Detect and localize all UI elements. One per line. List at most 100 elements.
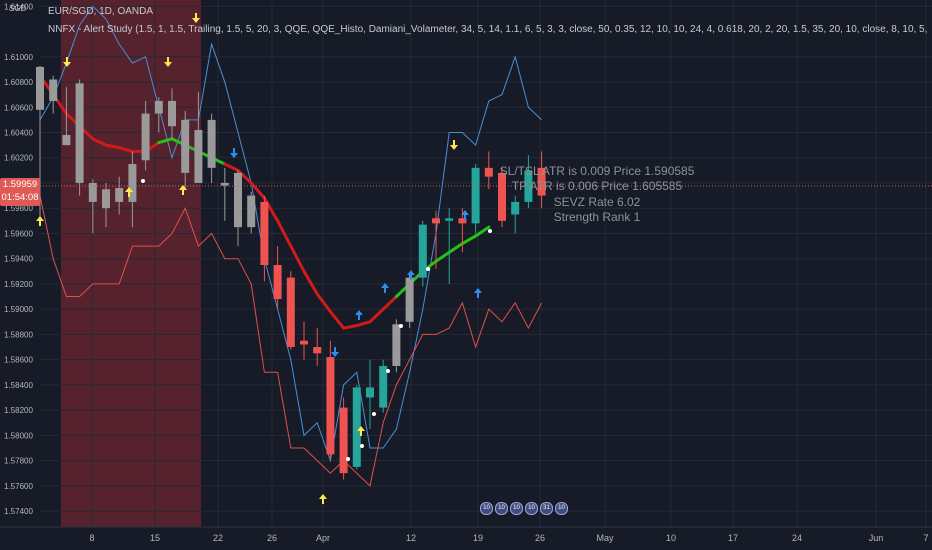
candle-body (300, 340, 308, 345)
event-marker[interactable]: 10 (525, 502, 538, 515)
baseline-segment (223, 162, 240, 172)
x-tick-label: 12 (406, 533, 416, 543)
event-marker[interactable]: 10 (495, 502, 508, 515)
y-tick-label: 1.58200 (4, 406, 33, 415)
candle-body (392, 324, 401, 366)
upper-band-line (39, 5, 542, 463)
arrow-down-marker (192, 13, 200, 23)
candle-body (36, 66, 44, 110)
y-tick-label: 1.59800 (4, 204, 33, 213)
y-tick-label: 1.58800 (4, 330, 33, 339)
candle-body (418, 224, 427, 278)
candle-body (498, 172, 506, 221)
signal-dot (399, 324, 403, 328)
signal-dot (386, 369, 390, 373)
y-tick-label: 1.58600 (4, 356, 33, 365)
x-tick-label: Apr (316, 533, 330, 543)
highlight-region (61, 0, 201, 527)
candle-body (168, 100, 176, 127)
baseline-segment (91, 137, 108, 147)
y-tick-label: 1.59600 (4, 229, 33, 238)
arrow-down-marker (63, 57, 71, 67)
x-tick-label: Jun (869, 533, 884, 543)
info-sl-line: SL/TSL ATR is 0.009 Price 1.590585 (499, 164, 695, 178)
x-tick-label: 10 (666, 533, 676, 543)
baseline-segment (368, 307, 385, 324)
y-tick-label: 1.57400 (4, 507, 33, 516)
arrow-up-marker (36, 216, 44, 226)
arrow-down-marker (230, 148, 238, 158)
candle-body (458, 218, 467, 224)
study-title[interactable]: NNFX - Alert Study (1.5, 1, 1.5, Trailin… (48, 24, 928, 35)
arrow-down-marker (331, 347, 339, 357)
candle-body (366, 387, 374, 398)
candle-body (484, 167, 493, 177)
arrow-up-marker (179, 185, 187, 195)
candle-body (445, 218, 454, 221)
signal-dot (426, 267, 430, 271)
candle-body (128, 164, 137, 202)
baseline-segment (157, 137, 174, 145)
candle-body (181, 119, 190, 173)
signal-dot (346, 457, 350, 461)
baseline-segment (328, 310, 346, 330)
signal-dot (141, 179, 145, 183)
signal-dot (360, 444, 364, 448)
y-tick-label: 1.61400 (4, 2, 33, 11)
event-marker[interactable]: 10 (480, 502, 493, 515)
y-tick-label: 1.58400 (4, 381, 33, 390)
baseline-segment (434, 250, 451, 263)
symbol-title: EUR/SGD, 1D, OANDA (48, 6, 154, 17)
arrow-up-marker (381, 283, 389, 293)
x-tick-label: 24 (792, 533, 802, 543)
x-tick-label: 8 (89, 533, 94, 543)
y-tick-label: 1.61000 (4, 53, 33, 62)
signal-dot (372, 412, 376, 416)
y-tick-label: 1.57600 (4, 482, 33, 491)
baseline-segment (117, 146, 134, 153)
candle-body (88, 182, 97, 202)
y-tick-label: 1.60600 (4, 103, 33, 112)
baseline-segment (302, 269, 319, 296)
arrow-up-marker (407, 270, 415, 280)
baseline-segment (447, 242, 464, 254)
x-tick-label: 7 (923, 533, 928, 543)
arrow-up-marker (125, 187, 133, 197)
baseline-segment (474, 225, 491, 238)
candle-body (194, 129, 203, 183)
candle-body (207, 119, 216, 168)
y-tick-label: 1.60200 (4, 154, 33, 163)
arrow-up-marker (355, 310, 363, 320)
x-tick-label: 19 (473, 533, 483, 543)
baseline-segment (276, 219, 293, 248)
baseline-segment (236, 168, 253, 185)
event-marker[interactable]: 10 (555, 502, 568, 515)
x-tick-label: 15 (150, 533, 160, 543)
baseline-segment (289, 244, 306, 273)
signal-dot (488, 229, 492, 233)
baseline-segment (460, 234, 478, 246)
info-tp-line: TP ATR is 0.006 Price 1.605585 (511, 179, 683, 193)
candle-body (405, 277, 414, 322)
x-tick-label: May (596, 533, 614, 543)
economic-events-bar[interactable]: 10 10 10 10 31 10 (480, 502, 568, 516)
x-tick-label: 26 (535, 533, 545, 543)
lower-band-line (39, 195, 543, 487)
candle-body (154, 100, 163, 114)
bar-countdown: 01:54:08 (1, 192, 39, 203)
baseline-segment (381, 295, 398, 311)
candle-body (352, 387, 361, 467)
y-tick-label: 1.57800 (4, 457, 33, 466)
y-tick-label: 1.59400 (4, 255, 33, 264)
baseline-segment (315, 292, 332, 314)
event-marker[interactable]: 31 (540, 502, 553, 515)
baseline-segment (342, 324, 359, 330)
candle-body (471, 167, 480, 224)
current-price-value: 1.59959 (2, 179, 38, 190)
event-marker[interactable]: 10 (510, 502, 523, 515)
y-tick-label: 1.59200 (4, 280, 33, 289)
candle-body (247, 195, 256, 228)
arrow-down-marker (450, 140, 458, 150)
candle-body (537, 167, 546, 196)
